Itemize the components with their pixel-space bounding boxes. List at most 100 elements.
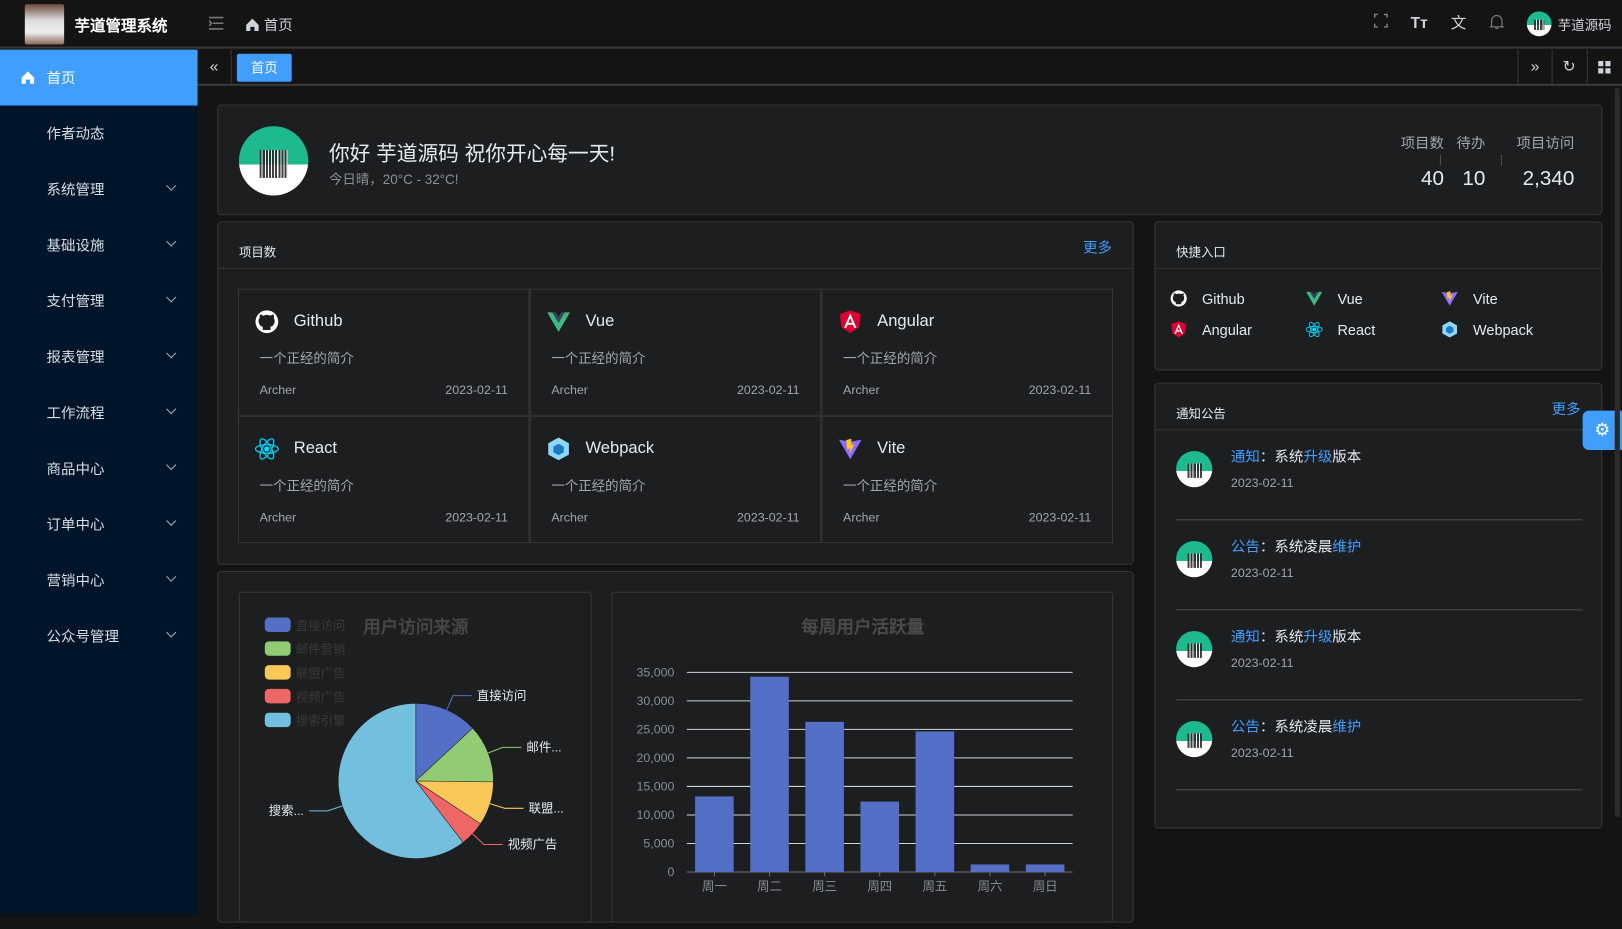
refresh-button[interactable]: ↻ [1551,49,1586,86]
sidebar-item[interactable]: 作者动态 [0,106,198,162]
avatar [1176,450,1213,488]
breadcrumb[interactable]: 首页 [245,14,293,35]
notice-text: 系统 [1274,627,1304,645]
project-item[interactable]: Webpack 一个正经的简介 Archer 2023-02-11 [529,415,822,544]
webpack-icon [546,437,571,462]
project-date: 2023-02-11 [1028,509,1092,525]
scrollbar[interactable] [1614,87,1620,818]
scroll-right-button[interactable]: » [1517,49,1551,86]
top-header: 芋道管理系统 首页 Tт 文 芋道源码 [0,0,1622,49]
menu-icon[interactable] [208,16,224,30]
notice-more-link[interactable]: 更多 [1551,400,1581,417]
pie-slice[interactable] [415,727,494,783]
project-author: Archer [551,382,588,398]
notice-item[interactable]: 通知：系统升级版本 2023-02-11 [1176,430,1583,521]
bar-chart: 每周用户活跃量 0 5,000 10,000 15,000 20,000 25,000 30,… [636,617,1073,894]
sidebar-item[interactable]: 首页 [0,49,198,106]
notice-text: 系统凌晨 [1274,537,1333,555]
sidebar-item[interactable]: 公众号管理 [0,608,198,664]
notice-sep: ： [1259,537,1275,555]
avatar [238,126,309,196]
user-menu[interactable]: 芋道源码 [1526,11,1612,37]
bar[interactable] [970,864,1010,872]
quick-entry-label: Vue [1337,290,1363,307]
sidebar-item[interactable]: 订单中心 [0,497,198,553]
project-item[interactable]: Vite 一个正经的简介 Archer 2023-02-11 [821,415,1114,544]
font-size-icon[interactable]: Tт [1410,14,1428,33]
bar[interactable] [805,721,844,872]
logo [24,4,65,45]
notice-item[interactable]: 公告：系统凌晨维护 2023-02-11 [1176,700,1583,791]
y-tick-label: 20,000 [636,751,674,765]
sidebar-item[interactable]: 基础设施 [0,217,198,273]
x-tick-label: 周六 [978,880,1003,894]
sidebar-item-label: 支付管理 [46,292,105,310]
project-desc: 一个正经的简介 [551,350,646,367]
notice-date: 2023-02-11 [1230,565,1294,581]
pie-slice[interactable] [337,703,464,859]
sidebar-item[interactable]: 支付管理 [0,273,198,329]
bar[interactable] [915,731,955,872]
sidebar-item[interactable]: 报表管理 [0,329,198,385]
notice-date: 2023-02-11 [1230,745,1294,761]
username: 芋道源码 [1557,17,1612,33]
project-item[interactable]: React 一个正经的简介 Archer 2023-02-11 [237,415,530,544]
project-name: React [293,439,338,458]
notice-item[interactable]: 通知：系统升级版本 2023-02-11 [1176,610,1583,701]
quick-entry-item[interactable]: Angular [1170,321,1252,339]
bar[interactable] [695,796,734,872]
bar[interactable] [1025,864,1065,872]
sidebar-item-label: 营销中心 [46,572,105,589]
y-tick-label: 25,000 [636,723,674,737]
sidebar-item[interactable]: 营销中心 [0,552,198,608]
sidebar-item[interactable]: 系统管理 [0,161,198,217]
legend-label[interactable]: 联盟广告 [296,667,346,681]
legend-label[interactable]: 视频广告 [296,689,346,704]
notice-title: 通知公告 [1176,406,1226,422]
sidebar-item[interactable]: 工作流程 [0,385,198,441]
legend-label[interactable]: 直接访问 [296,618,346,633]
quick-entry-item[interactable]: Vue [1305,290,1363,308]
grid-menu-button[interactable] [1586,49,1621,86]
project-item[interactable]: Github 一个正经的简介 Archer 2023-02-11 [237,288,530,416]
chevron-down-icon [166,515,177,526]
translate-icon[interactable]: 文 [1450,14,1467,33]
bar[interactable] [860,801,900,872]
legend-swatch[interactable] [264,641,291,656]
sidebar: 首页 作者动态 系统管理 基础设施支付管理报表管理 工作流程 商品中心 订单中心营销中心公众… [0,49,198,915]
home-icon [21,71,35,84]
chart-title: 每周用户活跃量 [801,617,924,637]
sidebar-item[interactable]: 商品中心 [0,441,198,497]
notice-card: 通知公告 更多 通知：系统升级版本 2023-02-11 公告：系统凌晨维护 2023-… [1154,382,1603,829]
tab-home[interactable]: 首页 [236,53,292,82]
pie-slice[interactable] [415,703,473,782]
legend-swatch[interactable] [264,712,291,728]
notice-item[interactable]: 公告：系统凌晨维护 2023-02-11 [1176,520,1583,611]
project-name: Vue [585,312,615,330]
quick-entry-item[interactable]: Webpack [1441,321,1533,339]
weather: 今日晴，20°C - 32°C! [328,171,459,188]
quick-entry-item[interactable]: React [1305,321,1375,339]
tab-bar: « 首页 » ↻ [197,49,1622,86]
pie-chart-box: 用户访问来源 直接访问 邮件营销 联盟广告 视频广告 搜索引擎 直接访问 邮件... 联盟...… [238,591,592,923]
projects-more-link[interactable]: 更多 [1083,238,1112,256]
fullscreen-icon[interactable] [1371,13,1392,34]
quick-entry-item[interactable]: Github [1170,290,1245,308]
project-item[interactable]: Vue 一个正经的简介 Archer 2023-02-11 [529,288,822,416]
legend-swatch[interactable] [264,617,291,633]
scroll-left-button[interactable]: « [198,49,232,86]
legend-swatch[interactable] [264,688,291,704]
bell-icon[interactable] [1486,13,1507,34]
quick-entry-item[interactable]: Vite [1441,290,1498,308]
notice-date: 2023-02-11 [1230,475,1294,491]
legend-label[interactable]: 邮件营销 [296,643,346,657]
github-icon [254,309,279,334]
legend-swatch[interactable] [264,665,291,680]
quick-entry-label: Vite [1472,290,1498,307]
chart-title: 用户访问来源 [363,617,469,637]
project-item[interactable]: Angular 一个正经的简介 Archer 2023-02-11 [821,288,1114,416]
project-date: 2023-02-11 [1028,382,1092,398]
project-desc: 一个正经的简介 [843,350,938,367]
bar[interactable] [750,676,789,872]
legend-label[interactable]: 搜索引擎 [296,713,346,728]
